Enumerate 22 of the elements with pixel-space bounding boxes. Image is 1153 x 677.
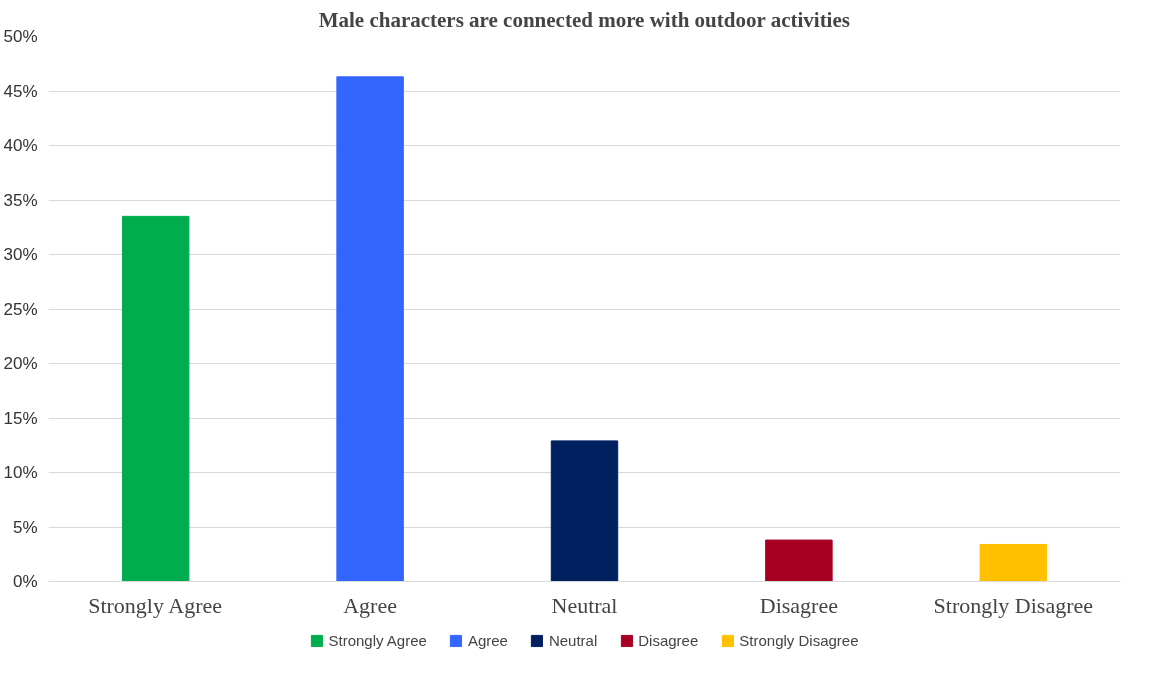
legend-label: Neutral <box>548 631 598 649</box>
legend-label: Disagree <box>638 631 699 649</box>
y-tick-label: 40% <box>3 136 38 155</box>
x-tick-label: Strongly Agree <box>88 592 223 618</box>
x-tick-label: Agree <box>343 592 397 618</box>
y-tick-label: 15% <box>3 408 38 428</box>
x-tick-label: Neutral <box>551 592 618 618</box>
y-tick-label: 25% <box>3 299 38 319</box>
x-tick-label: Disagree <box>759 592 838 618</box>
y-tick-label: 20% <box>3 354 38 373</box>
legend-label: Agree <box>467 631 508 649</box>
y-tick-label: 0% <box>12 572 38 591</box>
legend-label: Strongly Disagree <box>739 631 859 649</box>
y-tick-label: 10% <box>3 463 38 482</box>
chart-title: Male characters are connected more with outdoor activities <box>318 7 850 32</box>
legend-label: Strongly Agree <box>328 631 427 649</box>
y-tick-label: 45% <box>3 81 38 101</box>
y-tick-label: 5% <box>12 517 38 537</box>
y-tick-label: 30% <box>3 245 38 264</box>
x-tick-label: Strongly Disagree <box>933 592 1094 618</box>
y-tick-label: 35% <box>3 190 38 210</box>
y-tick-label: 50% <box>3 27 38 46</box>
